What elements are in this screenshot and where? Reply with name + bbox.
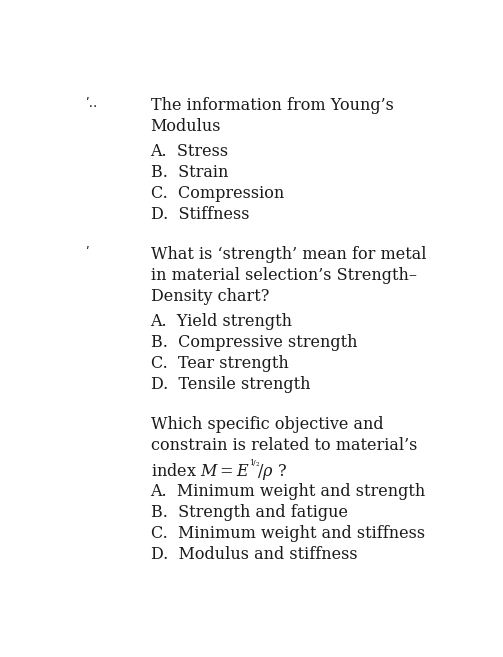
Text: C.  Tear strength: C. Tear strength [150, 355, 288, 372]
Text: D.  Tensile strength: D. Tensile strength [150, 376, 310, 393]
Text: Which specific objective and: Which specific objective and [150, 416, 383, 433]
Text: B.  Strength and fatigue: B. Strength and fatigue [150, 504, 348, 521]
Text: Density chart?: Density chart? [150, 288, 269, 305]
Text: A.  Minimum weight and strength: A. Minimum weight and strength [150, 483, 426, 500]
Text: Modulus: Modulus [150, 118, 221, 135]
Text: C.  Compression: C. Compression [150, 185, 284, 202]
Text: B.  Strain: B. Strain [150, 164, 228, 181]
Text: The information from Young’s: The information from Young’s [150, 97, 393, 114]
Text: index $M = E^{^{1\!/_2}}\!/\rho$ ?: index $M = E^{^{1\!/_2}}\!/\rho$ ? [150, 458, 287, 483]
Text: A.  Stress: A. Stress [150, 143, 229, 160]
Text: in material selection’s Strength–: in material selection’s Strength– [150, 267, 416, 284]
Text: constrain is related to material’s: constrain is related to material’s [150, 437, 417, 454]
Text: D.  Stiffness: D. Stiffness [150, 206, 249, 223]
Text: What is ‘strength’ mean for metal: What is ‘strength’ mean for metal [150, 246, 426, 263]
Text: C.  Minimum weight and stiffness: C. Minimum weight and stiffness [150, 525, 425, 542]
Text: D.  Modulus and stiffness: D. Modulus and stiffness [150, 546, 357, 563]
Text: B.  Compressive strength: B. Compressive strength [150, 334, 357, 351]
Text: A.  Yield strength: A. Yield strength [150, 313, 293, 330]
Text: ʹ: ʹ [87, 246, 90, 259]
Text: ʹ..: ʹ.. [87, 97, 99, 110]
